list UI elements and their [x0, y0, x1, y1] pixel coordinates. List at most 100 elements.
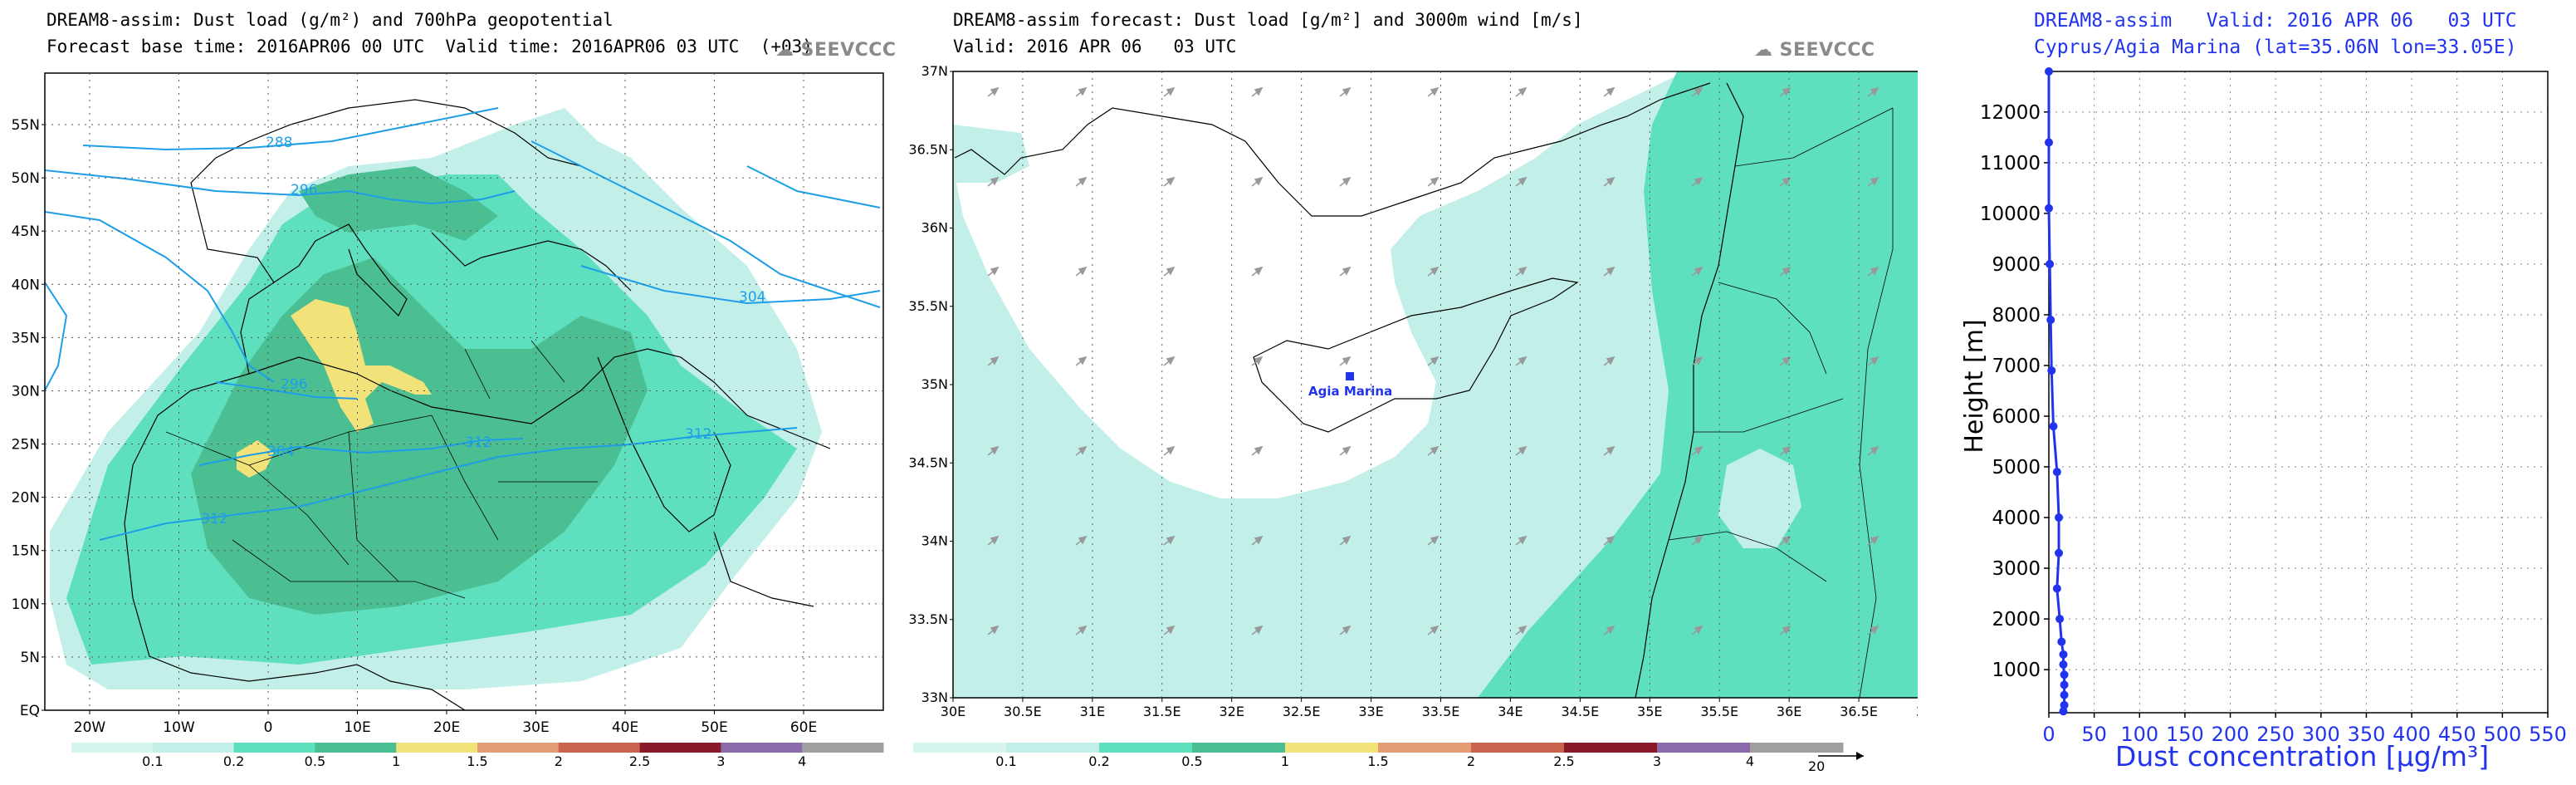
wind-arrow	[1515, 356, 1528, 366]
colorbar-swatch	[1285, 743, 1379, 753]
colorbar-label-1.5: 1.5	[467, 753, 487, 769]
wind-arrow	[1075, 445, 1088, 456]
colorbar-swatch	[721, 743, 803, 753]
profile-title-line1: DREAM8-assim Valid: 2016 APR 06 03 UTC	[2034, 10, 2517, 32]
panel-dust-load-map: DREAM8-assim: Dust load (g/m²) and 700hP…	[0, 0, 897, 785]
wind-arrow	[1339, 535, 1352, 546]
lon-label-30.5E: 30.5E	[1004, 704, 1042, 719]
wind-arrow	[1163, 625, 1176, 635]
y-tick-2000: 2000	[1992, 609, 2041, 630]
y-tick-7000: 7000	[1992, 356, 2041, 377]
profile-gridlines	[2044, 71, 2549, 718]
wind-arrow	[1867, 86, 1879, 97]
x-tick-0: 0	[2042, 723, 2055, 746]
map1-lat-labels: 55N 50N 45N 40N 35N 30N 25N 20N 15N 10N 5N EQ	[12, 117, 40, 719]
colorbar-swatch	[1657, 743, 1751, 753]
lon-label-20W: 20W	[74, 719, 106, 736]
wind-arrow	[1427, 356, 1440, 366]
lon-label-33.5E: 33.5E	[1422, 704, 1460, 719]
wind-arrow	[1691, 535, 1703, 546]
lon-label-34.5E: 34.5E	[1561, 704, 1599, 719]
cyprus-coastline	[1253, 277, 1579, 433]
wind-arrow	[1163, 176, 1176, 187]
wind-arrow	[1603, 445, 1615, 456]
colorbar-label-1: 1	[1281, 753, 1289, 769]
lon-label-40E: 40E	[612, 719, 638, 736]
profile-point	[2045, 204, 2053, 213]
dust-region-high	[291, 299, 432, 432]
x-tick-300: 300	[2302, 723, 2340, 746]
colorbar-swatch	[396, 743, 478, 753]
profile-point	[2060, 700, 2069, 709]
lon-label-31.5E: 31.5E	[1143, 704, 1181, 719]
colorbar-label-0.2: 0.2	[1088, 753, 1109, 769]
profile-point	[2052, 584, 2061, 593]
colorbar-swatch	[71, 743, 154, 753]
profile-point	[2059, 660, 2068, 670]
wind-arrow	[1515, 445, 1528, 456]
profile-point	[2055, 548, 2064, 557]
wind-arrow	[1339, 176, 1352, 187]
wind-arrow	[1603, 86, 1615, 97]
wind-arrow	[987, 266, 1000, 277]
wind-arrow	[1075, 535, 1088, 546]
profile-line	[2047, 71, 2066, 712]
lon-label-10W: 10W	[163, 719, 195, 736]
y-tick-12000: 12000	[1980, 102, 2041, 124]
map2-lon-labels: 30E 30.5E 31E 31.5E 32E 32.5E 33E 33.5E 34E 34.5E…	[941, 704, 1918, 719]
turkey-coastline	[954, 82, 1711, 217]
profile-point	[2059, 650, 2068, 659]
lon-label-20E: 20E	[433, 719, 460, 736]
lat-label-35N: 35N	[921, 376, 948, 392]
wind-arrows	[987, 86, 1879, 635]
profile-point	[2045, 138, 2053, 147]
wind-arrow	[1427, 266, 1440, 277]
svg-text:288: 288	[266, 135, 292, 151]
x-tick-50: 50	[2081, 723, 2107, 746]
logo-text: SEEVCCC	[1779, 40, 1875, 61]
wind-arrow	[1867, 535, 1879, 546]
colorbar-swatch	[558, 743, 641, 753]
lat-label-50N: 50N	[12, 170, 40, 187]
wind-arrow	[1867, 356, 1879, 366]
profile-point	[2059, 707, 2068, 716]
x-tick-150: 150	[2166, 723, 2204, 746]
colorbar-swatch	[802, 743, 884, 753]
station-label: Agia Marina	[1308, 384, 1392, 399]
colorbar-label-1: 1	[392, 753, 400, 769]
colorbar-swatch	[1750, 743, 1844, 753]
lat-label-33N: 33N	[921, 689, 948, 705]
colorbar-label-0.5: 0.5	[305, 753, 325, 769]
wind-arrow	[1427, 625, 1440, 635]
wind-arrow	[1867, 176, 1879, 187]
dust-region-medium	[1478, 71, 1918, 698]
profile-point	[2060, 690, 2069, 699]
profile-title-line2: Cyprus/Agia Marina (lat=35.06N lon=33.05…	[2034, 37, 2517, 58]
wind-arrow	[1691, 176, 1703, 187]
wind-arrow	[1867, 445, 1879, 456]
colorbar-2: 0.1 0.2 0.5 1 1.5 2 2.5 3 4	[913, 743, 1844, 769]
profile-point	[2047, 366, 2056, 375]
y-tick-5000: 5000	[1992, 457, 2041, 478]
svg-text:296: 296	[281, 376, 307, 393]
map2-lat-labels: 37N 36.5N 36N 35.5N 35N 34.5N 34N 33.5N 33N	[908, 63, 948, 705]
x-tick-500: 500	[2483, 723, 2521, 746]
cloud-icon: ☁	[1754, 40, 1773, 61]
svg-text:312: 312	[201, 511, 227, 527]
lon-label-31E: 31E	[1080, 704, 1105, 719]
wind-arrow	[987, 356, 1000, 366]
panel2-title-line2: Valid: 2016 APR 06 03 UTC	[953, 37, 1237, 56]
lat-label-33.5N: 33.5N	[908, 611, 948, 627]
lon-label-34E: 34E	[1498, 704, 1523, 719]
colorbar-swatch	[233, 743, 315, 753]
profile-point	[2046, 259, 2055, 268]
lon-label-36.5E: 36.5E	[1840, 704, 1878, 719]
y-tick-10000: 10000	[1980, 204, 2041, 225]
wind-arrow	[1163, 266, 1176, 277]
wind-arrow	[987, 176, 1000, 187]
y-tick-9000: 9000	[1992, 254, 2041, 276]
wind-arrow	[1779, 356, 1791, 366]
wind-arrow	[1163, 535, 1176, 546]
contour-labels: 288 296 296 304 304 312 312 312	[201, 135, 765, 527]
cloud-icon: ☁	[775, 40, 794, 61]
